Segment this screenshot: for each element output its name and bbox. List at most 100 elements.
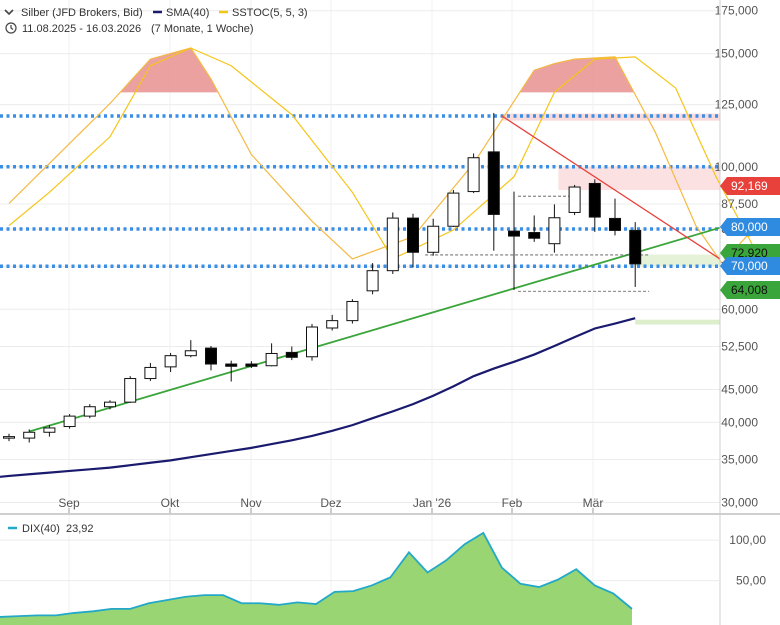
candle-body-up	[265, 352, 278, 367]
price-tag: 64,008	[720, 281, 780, 299]
price-tag-label: 64,008	[731, 283, 768, 297]
sstoc-k-line	[8, 47, 780, 265]
candle-body-up	[184, 350, 197, 357]
x-tick-label: Dez	[320, 496, 341, 510]
sstoc-layer	[8, 47, 780, 267]
price-zone	[635, 254, 721, 267]
candle-body-up	[346, 300, 359, 322]
candle-body-up	[447, 192, 460, 227]
candle	[427, 218, 440, 256]
y-tick-label: 100,000	[715, 160, 759, 174]
x-tick-label: Mär	[583, 496, 604, 510]
candle	[245, 361, 258, 369]
candle-body-up	[3, 436, 15, 439]
price-tag: 92,169	[720, 177, 780, 195]
price-tag: 80,000	[720, 218, 780, 236]
legend-dix: DIX(40)	[22, 523, 60, 535]
candle	[124, 376, 137, 403]
price-zone	[635, 319, 721, 325]
sstoc-overbought-zone	[120, 48, 219, 93]
candle-body-up	[83, 406, 96, 417]
y-tick-label: 35,000	[721, 453, 758, 467]
candle-body-up	[306, 326, 318, 358]
y-tick-label: 125,000	[715, 98, 759, 112]
x-tick-label: Feb	[502, 496, 523, 510]
candle-body-down	[528, 232, 541, 239]
x-tick-label: Sep	[58, 496, 80, 510]
price-tag-shape	[720, 218, 780, 236]
y-tick-label: 150,000	[715, 47, 759, 61]
legend-date-range: 11.08.2025 - 16.03.2026	[22, 23, 141, 35]
candle-body-up	[326, 320, 339, 329]
legend-sma: SMA(40)	[166, 7, 209, 19]
legend-sstoc: SSTOC(5, 5, 3)	[232, 7, 308, 19]
x-tick-label: Nov	[240, 496, 261, 510]
legend: Silber (JFD Brokers, Bid) SMA(40) SSTOC(…	[4, 7, 308, 535]
y-tick-label: 52,500	[721, 339, 758, 353]
price-tag-label: 72,920	[731, 246, 768, 260]
candle-body-up	[467, 157, 480, 193]
candle	[184, 340, 197, 358]
candle	[43, 425, 56, 437]
candle	[528, 215, 541, 242]
y-tick-label: 45,000	[721, 382, 758, 396]
legend-dix-value: 23,92	[66, 523, 94, 535]
candle-body-down	[508, 230, 520, 237]
candle	[487, 112, 500, 251]
dix-line	[0, 531, 633, 618]
candle-layer	[3, 112, 642, 443]
price-tag-shape	[720, 257, 780, 275]
y-tick-label: 60,000	[721, 302, 758, 316]
support-layer	[0, 114, 718, 269]
candle-body-up	[63, 415, 76, 428]
y-tick-label: 175,000	[715, 4, 759, 18]
candle	[407, 213, 419, 268]
x-tick-label: Okt	[161, 496, 180, 510]
candle-body-up	[43, 427, 56, 433]
candle-body-down	[205, 347, 217, 365]
sstoc-d-line	[8, 47, 780, 267]
candle-body-up	[427, 225, 440, 253]
price-tag-shape	[720, 177, 780, 195]
price-zone	[501, 113, 721, 121]
candle	[386, 212, 399, 274]
candle	[588, 179, 601, 232]
candle	[568, 184, 581, 216]
candle-body-down	[629, 229, 642, 265]
dix-panel: 100,00 50,00	[0, 531, 766, 625]
candle	[447, 190, 460, 227]
candle	[548, 204, 561, 253]
candle	[83, 404, 96, 419]
candle-body-up	[23, 431, 36, 439]
candle	[23, 429, 36, 443]
candle-body-down	[225, 363, 238, 367]
candle-body-up	[386, 217, 399, 272]
candle-body-down	[245, 363, 258, 367]
dix-tick-label: 50,00	[736, 574, 766, 588]
candle	[366, 263, 379, 295]
price-zone	[558, 166, 721, 191]
y-tick-label: 30,000	[721, 496, 758, 510]
candle	[629, 222, 642, 287]
candle	[3, 433, 15, 442]
candle-body-up	[366, 270, 379, 292]
candle-body-up	[104, 401, 116, 408]
candle	[306, 324, 318, 361]
candle	[144, 362, 157, 381]
candle	[164, 352, 177, 373]
candle	[104, 400, 116, 410]
candle-body-down	[487, 151, 500, 215]
dix-tick-label: 100,00	[729, 533, 766, 547]
sma-layer	[0, 317, 636, 478]
candle-body-up	[568, 186, 581, 213]
candle	[225, 360, 238, 382]
price-tag-label: 70,000	[731, 259, 768, 273]
chevron-down-icon[interactable]	[4, 9, 14, 16]
candle	[205, 345, 217, 371]
candle	[265, 343, 278, 367]
candle	[609, 198, 621, 236]
candle-body-up	[124, 378, 137, 403]
